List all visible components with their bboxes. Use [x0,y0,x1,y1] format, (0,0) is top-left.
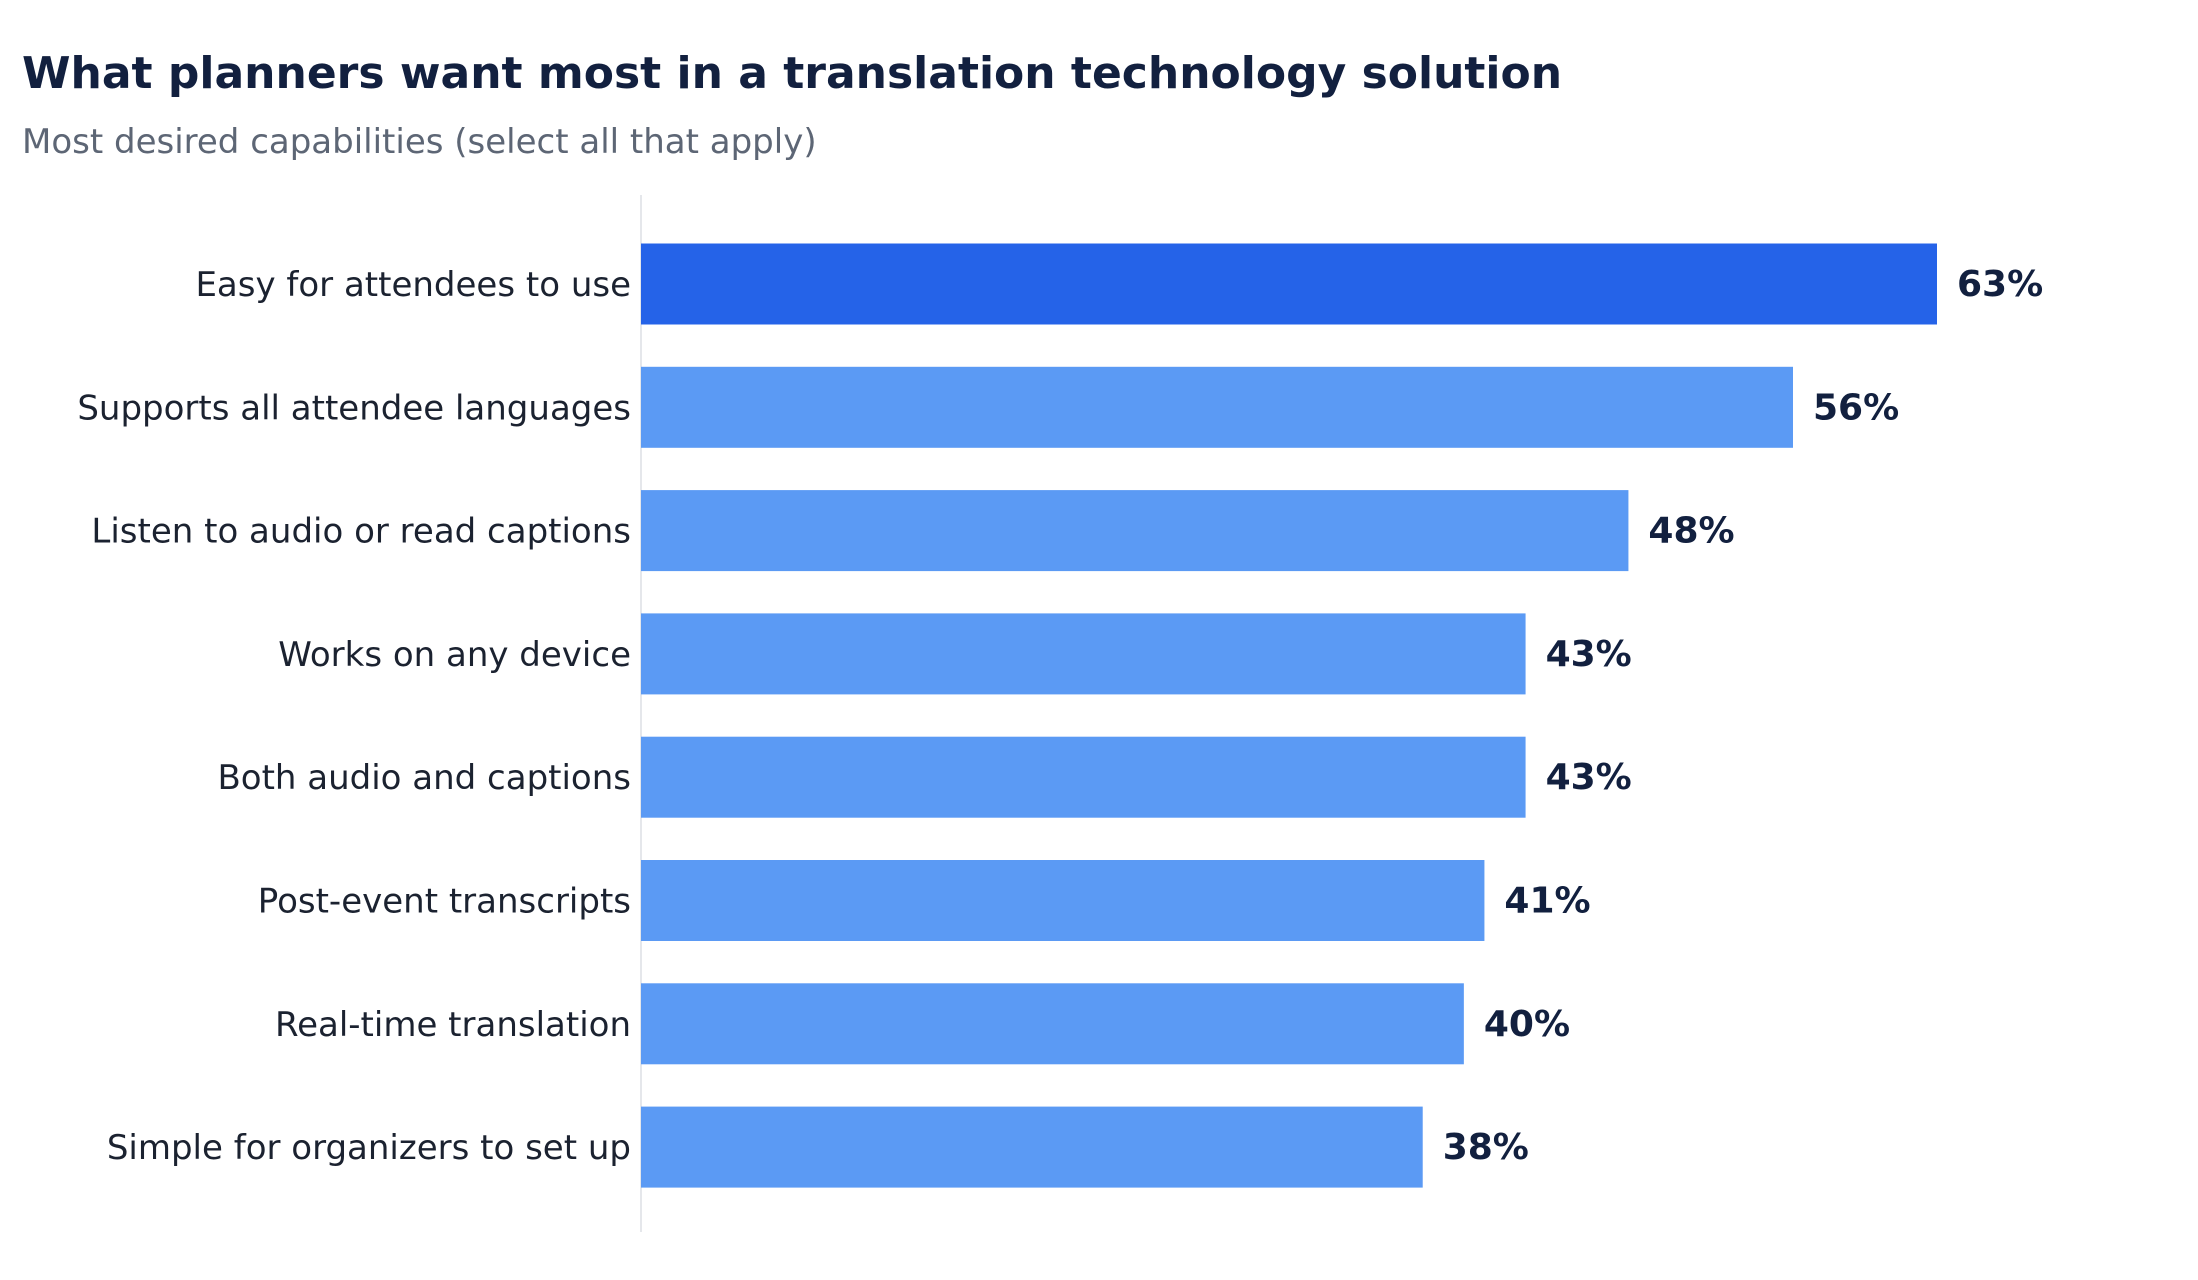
category-label: Listen to audio or read captions [91,512,631,552]
value-label: 43% [1546,634,1632,675]
bar [641,243,1937,325]
bar [641,736,1526,818]
category-label: Works on any device [278,635,631,675]
category-label: Simple for organizers to set up [107,1128,631,1168]
bar [641,1106,1423,1188]
value-label: 48% [1648,511,1734,552]
value-label: 56% [1813,387,1899,428]
value-label: 40% [1484,1004,1570,1045]
value-label: 41% [1504,881,1590,922]
bar [641,490,1629,572]
value-label: 63% [1957,264,2043,305]
category-label: Supports all attendee languages [77,388,631,428]
category-label: Easy for attendees to use [195,265,631,305]
bar [641,613,1526,695]
chart-subtitle: Most desired capabilities (select all th… [22,122,817,162]
category-label: Real-time translation [275,1005,631,1045]
bar [641,983,1464,1065]
chart-title: What planners want most in a translation… [22,48,1563,99]
value-label: 38% [1443,1127,1529,1168]
value-label: 43% [1546,757,1632,798]
bar [641,860,1485,941]
category-label: Both audio and captions [217,758,631,798]
category-label: Post-event transcripts [258,882,631,922]
bar [641,366,1793,448]
